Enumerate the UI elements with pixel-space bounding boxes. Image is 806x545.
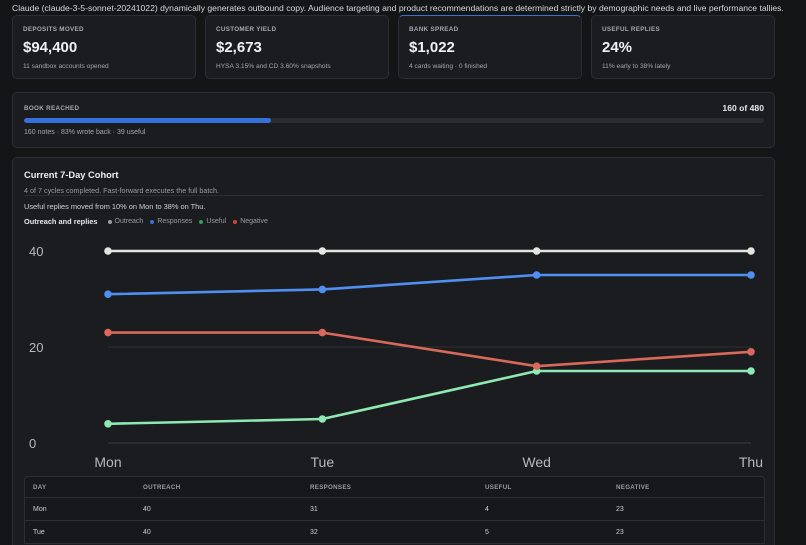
- chart-legend: Outreach and replies Outreach Responses …: [24, 217, 268, 226]
- x-tick-label: Thu: [739, 454, 763, 470]
- book-progress-track: [24, 118, 764, 123]
- stat-sub: HYSA 3.15% and CD 3.60% snapshots: [216, 63, 331, 70]
- data-point-negative: [318, 328, 327, 337]
- y-tick-label: 40: [29, 244, 43, 259]
- table-cell-useful: 5: [485, 528, 489, 536]
- table-header-negative: NEGATIVE: [616, 483, 650, 491]
- line-chart: 0 20 40 Mon Tue Wed Thu: [29, 244, 763, 470]
- data-point-responses: [318, 285, 327, 294]
- book-reached-sub: 160 notes · 83% wrote back · 39 useful: [24, 129, 146, 136]
- table-cell-outreach: 40: [143, 528, 151, 536]
- stat-value: 24%: [602, 39, 633, 56]
- legend-item-outreach[interactable]: Outreach: [107, 218, 144, 225]
- book-reached-label: BOOK REACHED: [24, 105, 80, 112]
- table-header-row: DAY OUTREACH RESPONSES USEFUL NEGATIVE: [25, 477, 764, 498]
- data-point-outreach: [747, 247, 755, 255]
- table-header-useful: USEFUL: [485, 483, 512, 491]
- stat-value: $2,673: [216, 39, 262, 56]
- data-point-useful: [104, 420, 112, 428]
- series-line-negative: [108, 331, 752, 368]
- table-header-outreach: OUTREACH: [143, 483, 181, 491]
- table-row: Mon 40 31 4 23: [25, 498, 764, 521]
- legend-label: Responses: [157, 218, 193, 225]
- data-point-negative: [532, 362, 541, 370]
- table-row: Tue 40 32 5 23: [25, 521, 764, 544]
- book-progress-fill: [24, 118, 271, 123]
- stat-value: $94,400: [23, 39, 78, 56]
- stat-card-deposits: DEPOSITS MOVED $94,400 11 sandbox accoun…: [12, 15, 196, 79]
- legend-item-useful[interactable]: Useful: [199, 218, 226, 225]
- data-point-responses: [532, 271, 541, 279]
- y-tick-label: 20: [29, 340, 43, 355]
- legend-label: Negative: [240, 218, 268, 225]
- data-point-useful: [318, 415, 327, 423]
- data-point-outreach: [104, 247, 112, 255]
- stat-value: $1,022: [409, 39, 455, 56]
- table-cell-useful: 4: [485, 505, 489, 513]
- table-header-day: DAY: [33, 483, 47, 491]
- stat-sub: 4 cards waiting · 0 finished: [409, 63, 488, 70]
- x-tick-label: Wed: [522, 454, 551, 470]
- stat-label: BANK SPREAD: [409, 26, 459, 33]
- table-cell-responses: 32: [310, 528, 318, 536]
- table-cell-responses: 31: [310, 505, 318, 513]
- legend-label: Useful: [206, 218, 227, 225]
- cohort-table: DAY OUTREACH RESPONSES USEFUL NEGATIVE M…: [24, 476, 765, 544]
- data-point-negative: [104, 328, 112, 337]
- legend-title: Outreach and replies: [24, 217, 98, 226]
- x-tick-label: Mon: [94, 454, 121, 470]
- table-cell-day: Mon: [33, 505, 47, 513]
- y-tick-label: 0: [29, 436, 36, 451]
- stat-label: CUSTOMER YIELD: [216, 26, 277, 33]
- legend-item-negative[interactable]: Negative: [233, 218, 268, 225]
- series-line-useful: [107, 369, 751, 426]
- data-point-useful: [747, 367, 755, 375]
- data-point-responses: [747, 271, 755, 279]
- stat-sub: 11 sandbox accounts opened: [23, 63, 109, 70]
- stat-card-useful-replies: USEFUL REPLIES 24% 11% early to 38% late…: [591, 15, 775, 79]
- stat-label: USEFUL REPLIES: [602, 26, 660, 33]
- book-reached-count: 160 of 480: [722, 103, 764, 113]
- data-point-outreach: [318, 247, 327, 255]
- stat-sub: 11% early to 38% lately: [602, 63, 671, 70]
- cohort-card: Current 7-Day Cohort 4 of 7 cycles compl…: [12, 157, 775, 545]
- legend-dot: [199, 219, 204, 224]
- stat-card-customer-yield: CUSTOMER YIELD $2,673 HYSA 3.15% and CD …: [205, 15, 389, 79]
- cohort-description: 4 of 7 cycles completed. Fast-forward ex…: [24, 186, 219, 195]
- table-header-responses: RESPONSES: [310, 483, 352, 491]
- table-cell-day: Tue: [33, 528, 45, 536]
- intro-text: Claude (claude-3-5-sonnet-20241022) dyna…: [12, 3, 784, 13]
- series-line-responses: [107, 273, 751, 296]
- table-cell-negative: 23: [616, 528, 624, 536]
- table-cell-outreach: 40: [143, 505, 151, 513]
- book-reached-card: BOOK REACHED 160 of 480 160 notes · 83% …: [12, 92, 775, 148]
- cohort-title: Current 7-Day Cohort: [24, 170, 119, 180]
- legend-dot: [107, 219, 112, 224]
- legend-dot: [150, 219, 155, 224]
- cohort-divider: [24, 195, 763, 196]
- data-point-responses: [104, 290, 112, 298]
- legend-label: Outreach: [114, 218, 144, 225]
- stat-label: DEPOSITS MOVED: [23, 26, 84, 33]
- legend-dot: [233, 219, 238, 224]
- x-tick-label: Tue: [311, 454, 335, 470]
- stat-card-bank-spread[interactable]: BANK SPREAD $1,022 4 cards waiting · 0 f…: [398, 15, 582, 79]
- data-point-outreach: [532, 247, 541, 255]
- cohort-note: Useful replies moved from 10% on Mon to …: [24, 202, 206, 211]
- data-point-negative: [747, 348, 755, 356]
- table-cell-negative: 23: [616, 505, 624, 513]
- legend-item-responses[interactable]: Responses: [150, 218, 192, 225]
